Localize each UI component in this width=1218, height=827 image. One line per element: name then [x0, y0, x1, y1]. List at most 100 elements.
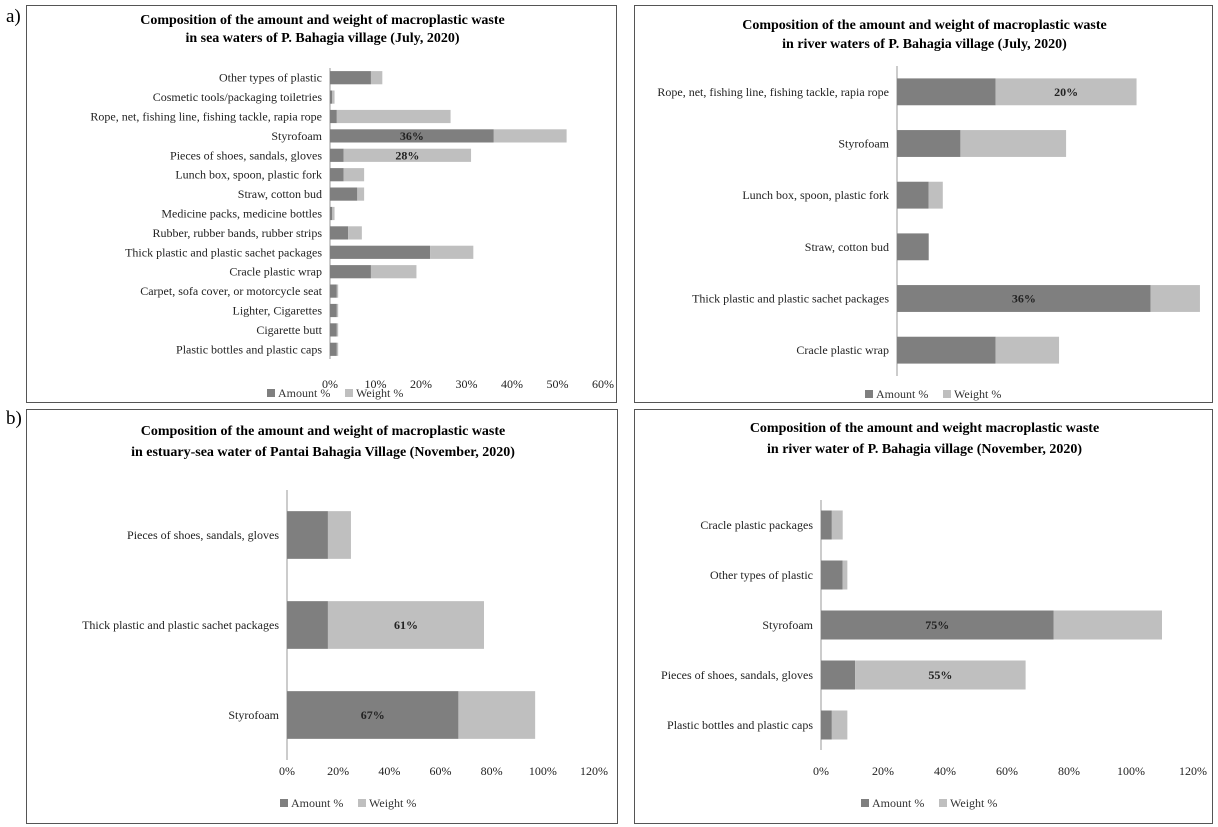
category-label: Cigarette butt	[256, 323, 322, 337]
panel-label-b: b)	[6, 408, 22, 430]
bar-segment-weight	[929, 182, 943, 209]
category-label: Lighter, Cigarettes	[233, 304, 323, 318]
legend-swatch-weight	[345, 389, 353, 397]
bar-segment-weight	[430, 246, 473, 259]
bar-data-label: 67%	[361, 708, 385, 722]
bar-segment-amount	[897, 78, 996, 105]
x-tick-label: 100%	[1117, 764, 1145, 778]
legend-swatch-weight	[943, 390, 951, 398]
bar-segment-weight	[344, 168, 364, 181]
chart-title-line-1: Composition of the amount and weight of …	[742, 18, 1107, 33]
chart-estuary-november: Composition of the amount and weight of …	[26, 409, 618, 824]
chart-sea-july: Composition of the amount and weight of …	[26, 5, 617, 403]
category-label: Rubber, rubber bands, rubber strips	[153, 226, 323, 240]
category-label: Straw, cotton bud	[805, 240, 889, 254]
bar-segment-amount	[330, 207, 332, 220]
category-label: Cosmetic tools/packaging toiletries	[153, 90, 323, 104]
legend-label-amount: Amount %	[278, 386, 330, 400]
bar-segment-amount	[330, 246, 430, 259]
bar-segment-weight	[996, 337, 1059, 364]
x-tick-label: 80%	[1058, 764, 1080, 778]
category-label: Plastic bottles and plastic caps	[176, 342, 322, 356]
bar-segment-amount	[330, 168, 344, 181]
bar-segment-amount	[821, 511, 832, 540]
bar-segment-amount	[330, 188, 357, 201]
x-tick-label: 100%	[529, 764, 557, 778]
chart-sea-july-svg: Composition of the amount and weight of …	[27, 6, 618, 404]
bar-segment-weight	[348, 226, 362, 239]
legend-label-weight: Weight %	[356, 386, 403, 400]
category-label: Cracle plastic wrap	[796, 343, 889, 357]
bar-data-label: 75%	[925, 618, 949, 632]
legend-swatch-weight	[939, 799, 947, 807]
category-label: Thick plastic and plastic sachet package…	[125, 245, 322, 259]
category-label: Pieces of shoes, sandals, gloves	[127, 528, 279, 542]
bar-segment-amount	[330, 323, 337, 336]
bar-segment-amount	[330, 110, 337, 123]
category-label: Rope, net, fishing line, fishing tackle,…	[90, 110, 322, 124]
x-tick-label: 20%	[872, 764, 894, 778]
bar-segment-amount	[330, 265, 371, 278]
x-tick-label: 40%	[501, 377, 523, 391]
chart-title-line-2: in estuary-sea water of Pantai Bahagia V…	[131, 445, 515, 460]
bar-segment-weight	[332, 207, 334, 220]
legend-label-weight: Weight %	[950, 796, 997, 810]
chart-estuary-november-svg: Composition of the amount and weight of …	[27, 410, 619, 825]
panel-label-a: a)	[6, 6, 21, 28]
bar-segment-weight	[337, 285, 338, 298]
chart-title-line-1: Composition of the amount and weight mac…	[750, 421, 1099, 436]
x-tick-label: 40%	[378, 764, 400, 778]
bar-segment-amount	[330, 91, 332, 104]
bar-segment-weight	[832, 511, 843, 540]
legend-label-weight: Weight %	[954, 387, 1001, 401]
bar-segment-amount	[330, 149, 344, 162]
bar-segment-weight	[832, 711, 848, 740]
bar-segment-amount	[897, 337, 996, 364]
bar-data-label: 28%	[395, 148, 419, 162]
bar-segment-amount	[330, 71, 371, 84]
bar-data-label: 36%	[1012, 292, 1036, 306]
bar-segment-weight	[371, 71, 382, 84]
bar-segment-weight	[337, 323, 338, 336]
bar-segment-amount	[897, 182, 929, 209]
chart-title-line-2: in river water of P. Bahagia village (No…	[767, 442, 1082, 457]
bar-segment-weight	[328, 511, 351, 559]
category-label: Styrofoam	[271, 129, 322, 143]
x-tick-label: 120%	[1179, 764, 1207, 778]
category-label: Lunch box, spoon, plastic fork	[742, 188, 889, 202]
chart-river-july-svg: Composition of the amount and weight of …	[635, 6, 1214, 404]
category-label: Styrofoam	[228, 708, 279, 722]
bar-data-label: 20%	[1054, 85, 1078, 99]
chart-title-line-1: Composition of the amount and weight of …	[140, 13, 505, 28]
category-label: Rope, net, fishing line, fishing tackle,…	[657, 85, 889, 99]
category-label: Straw, cotton bud	[238, 187, 322, 201]
bar-segment-amount	[821, 711, 832, 740]
category-label: Thick plastic and plastic sachet package…	[82, 618, 279, 632]
x-tick-label: 20%	[327, 764, 349, 778]
category-label: Styrofoam	[762, 618, 813, 632]
category-label: Plastic bottles and plastic caps	[667, 718, 813, 732]
x-tick-label: 120%	[580, 764, 608, 778]
bar-data-label: 55%	[928, 668, 952, 682]
legend-label-amount: Amount %	[291, 796, 343, 810]
x-tick-label: 80%	[481, 764, 503, 778]
legend-swatch-amount	[280, 799, 288, 807]
chart-title-line-2: in river waters of P. Bahagia village (J…	[782, 37, 1067, 52]
bar-segment-amount	[287, 511, 328, 559]
category-label: Medicine packs, medicine bottles	[161, 207, 322, 221]
x-tick-label: 60%	[592, 377, 614, 391]
bar-segment-amount	[897, 130, 960, 157]
category-label: Styrofoam	[838, 137, 889, 151]
chart-title-line-1: Composition of the amount and weight of …	[141, 424, 506, 439]
legend-swatch-amount	[865, 390, 873, 398]
x-tick-label: 40%	[934, 764, 956, 778]
chart-river-november: Composition of the amount and weight mac…	[634, 409, 1213, 824]
bar-segment-amount	[330, 343, 337, 356]
bar-segment-weight	[1054, 611, 1163, 640]
category-label: Pieces of shoes, sandals, gloves	[170, 148, 322, 162]
chart-river-november-svg: Composition of the amount and weight mac…	[635, 410, 1214, 825]
category-label: Cracle plastic wrap	[229, 265, 322, 279]
legend-swatch-amount	[861, 799, 869, 807]
category-label: Thick plastic and plastic sachet package…	[692, 292, 889, 306]
x-tick-label: 0%	[279, 764, 295, 778]
